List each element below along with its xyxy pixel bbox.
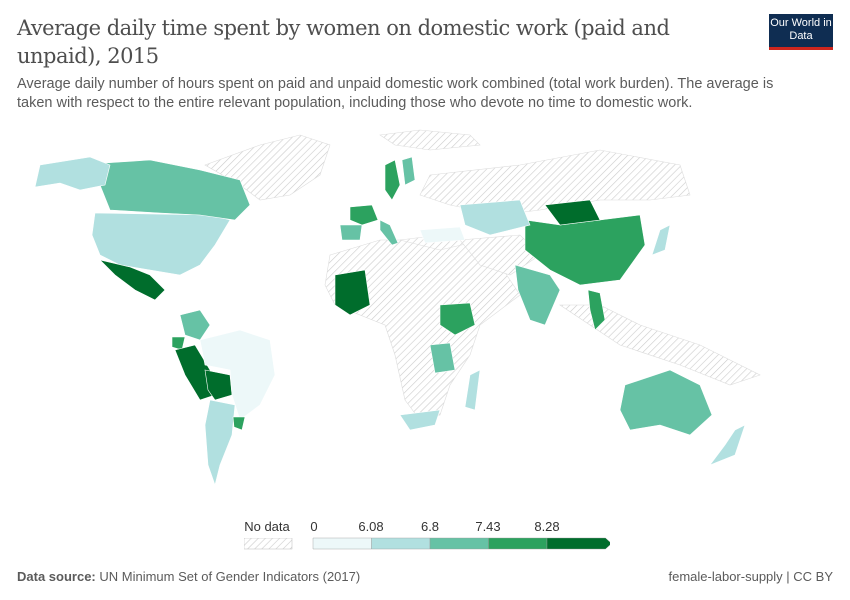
no-data-region bbox=[559, 304, 761, 386]
country-brazil[interactable] bbox=[199, 329, 276, 421]
country-mongolia[interactable] bbox=[544, 199, 601, 226]
world-map[interactable] bbox=[0, 125, 850, 510]
country-bolivia[interactable] bbox=[204, 369, 233, 401]
country-turkey[interactable] bbox=[419, 226, 466, 244]
country-south-africa[interactable] bbox=[399, 409, 441, 431]
country-mexico[interactable] bbox=[99, 259, 166, 301]
country-mali[interactable] bbox=[334, 269, 371, 316]
no-data-region bbox=[204, 134, 331, 201]
country-new-zealand[interactable] bbox=[709, 424, 746, 466]
chart-subtitle: Average daily number of hours spent on p… bbox=[17, 76, 774, 111]
legend-bin bbox=[488, 537, 548, 550]
country-finland[interactable] bbox=[401, 156, 416, 186]
legend-color-bar bbox=[312, 537, 610, 550]
country-madagascar[interactable] bbox=[464, 369, 481, 411]
country-sweden[interactable] bbox=[384, 159, 401, 201]
country-colombia[interactable] bbox=[179, 309, 211, 341]
legend-bin bbox=[546, 537, 610, 550]
country-uruguay[interactable] bbox=[232, 416, 246, 431]
data-source: Data source: UN Minimum Set of Gender In… bbox=[17, 569, 361, 584]
country-canada[interactable] bbox=[99, 159, 251, 221]
license-link[interactable]: female-labor-supply | CC BY bbox=[668, 569, 834, 584]
legend-bin bbox=[312, 537, 372, 550]
legend-tick: 7.43 bbox=[475, 519, 501, 534]
legend-tick: 6.8 bbox=[420, 519, 440, 534]
country-kazakhstan[interactable] bbox=[459, 199, 531, 236]
country-thailand[interactable] bbox=[587, 289, 606, 331]
chart-title: Average daily time spent by women on dom… bbox=[17, 16, 670, 68]
legend-bin bbox=[429, 537, 489, 550]
legend: No data 0 6.08 6.8 7.43 8.28 bbox=[0, 515, 850, 555]
country-india[interactable] bbox=[514, 264, 561, 326]
country-argentina[interactable] bbox=[204, 399, 236, 487]
country-australia[interactable] bbox=[619, 369, 713, 436]
legend-tick: 0 bbox=[310, 519, 318, 534]
no-data-region bbox=[379, 129, 481, 151]
legend-no-data-swatch bbox=[244, 538, 293, 550]
country-japan[interactable] bbox=[651, 224, 671, 256]
legend-tick: 8.28 bbox=[534, 519, 560, 534]
country-alaska[interactable] bbox=[34, 156, 111, 191]
legend-tick: 6.08 bbox=[358, 519, 384, 534]
country-spain[interactable] bbox=[339, 224, 363, 241]
legend-bin bbox=[371, 537, 431, 550]
country-ethiopia[interactable] bbox=[439, 302, 476, 336]
country-france[interactable] bbox=[349, 204, 379, 226]
country-italy[interactable] bbox=[379, 219, 399, 246]
no-data-region bbox=[419, 149, 691, 216]
no-data-region bbox=[459, 234, 541, 276]
owid-logo[interactable]: Our World in Data bbox=[769, 14, 833, 50]
country-tanzania[interactable] bbox=[429, 342, 456, 374]
legend-no-data-label: No data bbox=[244, 519, 290, 534]
